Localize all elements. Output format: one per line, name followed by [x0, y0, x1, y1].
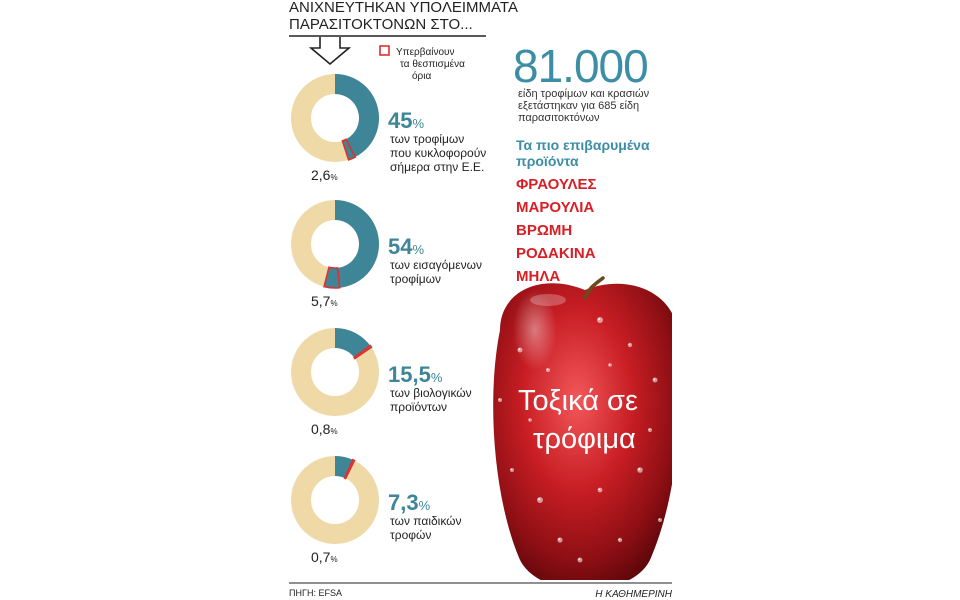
- donut-slice-detected: [335, 74, 379, 160]
- donut-slice-exceed: [323, 266, 341, 289]
- header-line2: ΠΑΡΑΣΙΤΟΚΤΟΝΩΝ ΣΤΟ...: [289, 16, 473, 33]
- legend-line3: όρια: [412, 70, 431, 82]
- percent-description: των παιδικών: [390, 514, 462, 528]
- donut-slice-exceed: [343, 458, 356, 480]
- donut-slice-detected: [324, 200, 380, 288]
- stats-desc1: είδη τροφίμων και κρασιών: [518, 88, 650, 100]
- products-list: ΦΡΑΟΥΛΕΣ ΜΑΡΟΥΛΙΑ ΒΡΩΜΗ ΡΟΔΑΚΙΝΑ ΜΗΛΑ: [516, 176, 597, 285]
- stats-desc2: εξετάστηκαν για 685 είδη: [518, 100, 639, 112]
- donut-slice-exceed: [341, 138, 357, 161]
- percent-description: προϊόντων: [390, 400, 447, 414]
- percent-description: των τροφίμων: [390, 132, 464, 146]
- exceed-label: 2,6%: [311, 167, 338, 183]
- percent-description: που κυκλοφορούν: [390, 146, 486, 160]
- big-number: 81.000: [513, 40, 648, 92]
- legend-line2: τα θεσπισμένα: [400, 58, 465, 70]
- legend-line1: Υπερβαίνουν: [396, 46, 455, 58]
- percent-description: τροφίμων: [390, 272, 441, 286]
- donut-slice-exceed: [353, 344, 373, 360]
- source-note: ΠΗΓΗ: EFSA: [289, 588, 342, 598]
- product-item: ΜΑΡΟΥΛΙΑ: [516, 199, 594, 216]
- percent-value: 15,5%: [388, 362, 443, 387]
- exceed-label: 0,7%: [311, 549, 338, 565]
- stats-desc3: παρασιτοκτόνων: [518, 112, 600, 124]
- percent-description: των βιολογικών: [390, 386, 472, 400]
- products-title2: προϊόντα: [516, 153, 579, 169]
- apple-title-line1: Τοξικά σε: [518, 385, 638, 417]
- legend-swatch: [379, 45, 390, 56]
- apple-illustration: [493, 276, 672, 580]
- product-item: ΡΟΔΑΚΙΝΑ: [516, 245, 596, 262]
- donut-track: [291, 456, 379, 544]
- products-title1: Τα πιο επιβαρυμένα: [516, 137, 650, 153]
- percent-value: 7,3%: [388, 490, 431, 515]
- product-item: ΜΗΛΑ: [516, 268, 560, 285]
- donut-slice-detected: [335, 456, 355, 479]
- percent-description: τροφών: [390, 528, 431, 542]
- down-arrow-icon: [308, 37, 352, 66]
- percent-description: σήμερα στην Ε.Ε.: [390, 160, 484, 174]
- exceed-label: 0,8%: [311, 421, 338, 437]
- product-item: ΒΡΩΜΗ: [516, 222, 572, 239]
- exceed-label: 5,7%: [311, 293, 338, 309]
- percent-description: των εισαγόμενων: [390, 258, 482, 272]
- product-item: ΦΡΑΟΥΛΕΣ: [516, 176, 597, 193]
- percent-value: 54%: [388, 234, 424, 259]
- percent-value: 45%: [388, 108, 424, 133]
- apple-title-line2: τρόφιμα: [533, 423, 636, 455]
- header-line1: ΑΝΙΧΝΕΥΤΗΚΑΝ ΥΠΟΛΕΙΜΜΑΤΑ: [289, 0, 518, 16]
- credit: Η ΚΑΘΗΜΕΡΙΝΗ: [595, 589, 672, 600]
